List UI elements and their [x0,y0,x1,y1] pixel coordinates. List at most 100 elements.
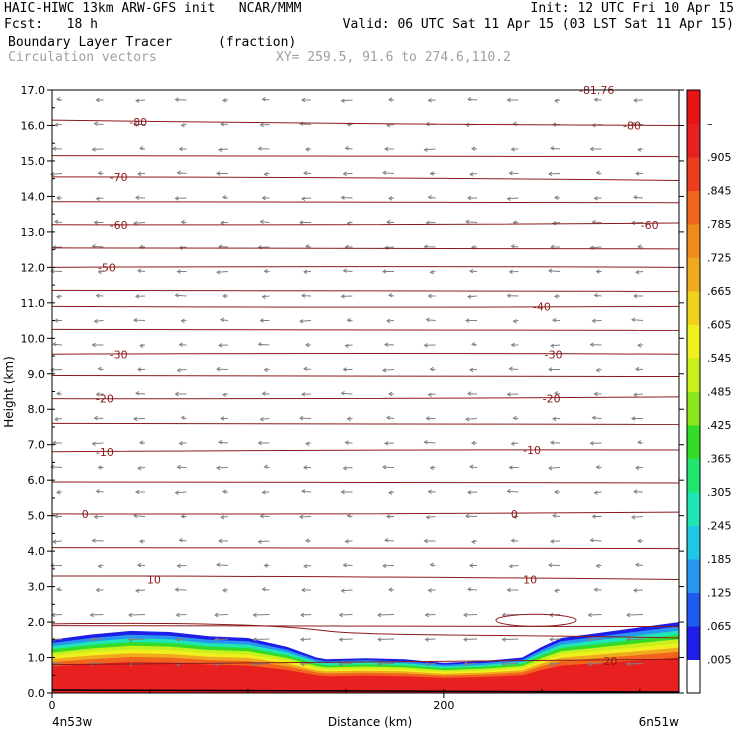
wind-vector [133,122,145,127]
wind-vector [388,196,395,201]
contour-label: -60 [110,219,128,232]
wind-vector [340,195,353,200]
y-tick-label: 14.0 [21,190,46,203]
vector-head [137,171,142,177]
vector-head [95,392,100,397]
wind-vector [95,293,104,298]
wind-vector [340,390,353,396]
temperature-contour [51,625,680,628]
wind-vector [174,196,187,201]
vector-shaft [550,344,561,347]
vector-head [465,417,470,422]
cross-section-coordinates: XY= 259.5, 91.6 to 274.6,110.2 [276,50,511,65]
vector-head [587,637,592,642]
vector-head [91,147,96,152]
wind-vector [95,97,104,103]
vector-head [93,121,98,126]
vector-shaft [92,442,104,445]
vector-head [93,220,98,225]
wind-vector [175,612,187,618]
vector-head [463,661,468,667]
wind-vector [56,195,62,201]
wind-vector [135,294,146,299]
vector-head [50,172,55,177]
vector-head [95,488,100,494]
colorbar-label: .005 [707,654,732,667]
vector-head [305,342,310,348]
model-title: HAIC-HIWC 13km ARW-GFS init NCAR/MMM [4,1,302,16]
vector-head [467,490,472,495]
wind-vector [91,243,104,249]
wind-vector [174,292,187,298]
vector-head [214,612,219,618]
vector-head [93,514,98,520]
vector-shaft [175,491,187,494]
vector-head [261,294,266,300]
vector-head [386,219,391,225]
wind-vector [178,342,187,347]
wind-vector [259,318,270,323]
wind-vector [222,588,229,593]
y-tick-label: 3.0 [28,581,46,594]
vector-head [591,415,596,420]
wind-vector [589,441,602,446]
vector-shaft [425,663,436,665]
contour-label: 20 [603,655,617,668]
vector-head [56,391,61,396]
vector-head [423,439,428,445]
vector-head [344,539,349,544]
wind-vector [257,539,270,545]
vector-head [338,637,343,642]
vector-head [382,464,387,470]
vector-head [135,390,140,396]
vector-head [133,317,138,323]
vector-head [626,661,631,667]
vector-head [50,367,55,373]
wind-vector [261,96,270,102]
wind-vector [54,417,63,422]
vector-head [252,612,257,618]
vector-shaft [425,614,436,616]
wind-vector [427,293,436,299]
wind-vector [635,366,644,372]
wind-vector [386,514,394,519]
wind-vector [633,392,644,398]
vector-head [510,243,515,249]
vector-head [467,391,472,396]
x-tick-label: 0 [49,699,56,712]
colorbar-swatch [687,257,700,292]
vector-head [299,514,304,520]
vector-head [423,538,428,544]
wind-vector [344,145,353,151]
vector-head [338,661,343,667]
wind-vector [554,98,561,104]
vector-shaft [253,663,270,665]
wind-vector [93,220,104,225]
wind-vector [587,637,602,642]
vector-head [463,637,468,642]
vector-head [176,170,181,175]
vector-head [388,292,393,298]
wind-vector [425,317,436,322]
vector-head [56,96,61,102]
wind-vector [548,562,561,568]
vector-head [382,269,387,274]
vector-head [180,123,185,128]
vector-head [301,392,306,397]
colorbar-swatch [687,492,700,526]
vector-head [471,341,476,347]
vector-shaft [50,173,63,175]
vector-head [301,293,306,298]
vector-shaft [133,515,146,517]
vector-head [591,514,596,519]
wind-vector [93,514,104,520]
vector-head [510,441,515,447]
wind-vector [633,194,644,200]
field-name: Boundary Layer Tracer [8,35,173,50]
vector-head [386,318,391,324]
vector-head [91,538,96,543]
wind-vector [552,317,561,323]
vector-head [303,170,308,176]
vector-head [631,416,636,421]
wind-vector [95,392,104,397]
